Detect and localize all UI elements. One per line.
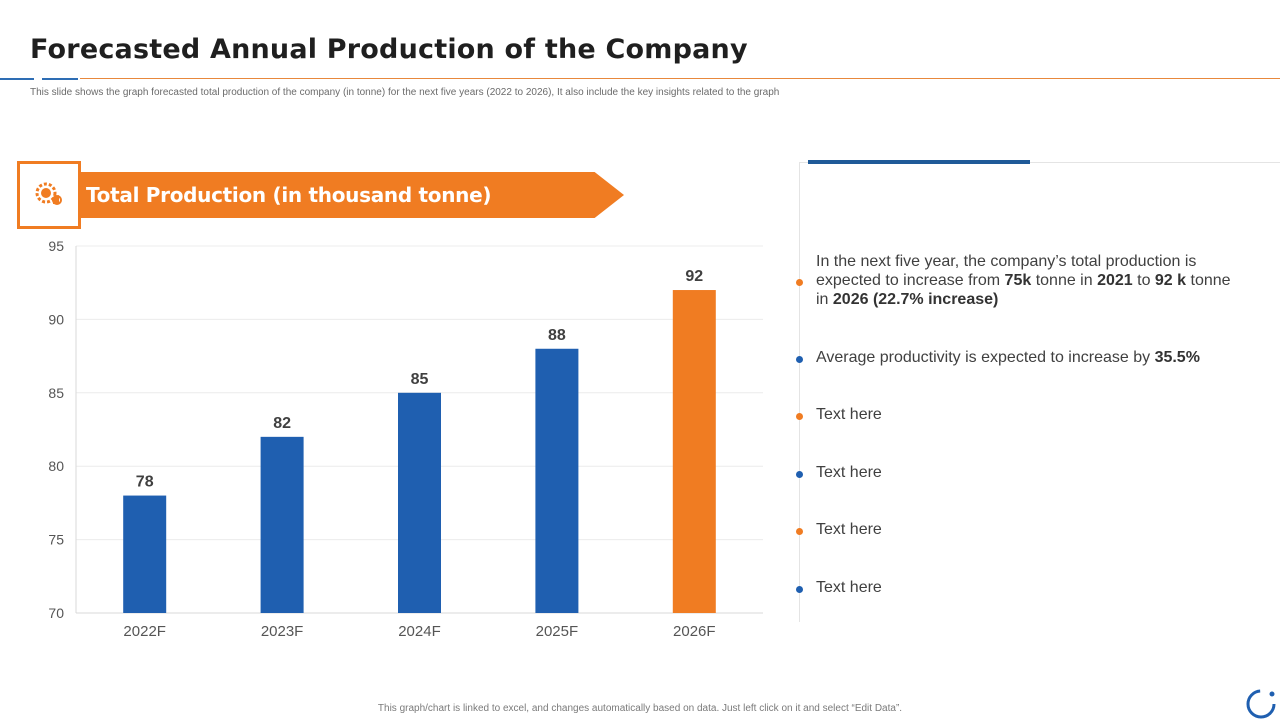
data-label: 92 [685,268,703,285]
insight-highlight: 75k [1004,272,1032,289]
footer-note: This graph/chart is linked to excel, and… [377,703,903,714]
insight-highlight: 2021 [1097,272,1133,289]
insight-text: tonne in [1031,272,1098,289]
chart-banner [80,172,624,218]
bullet-dot-icon [796,413,803,420]
insight-highlight: 92 k [1154,272,1187,289]
insight-text: Text here [816,579,882,596]
y-tick-label: 75 [48,532,64,548]
y-tick-label: 95 [48,238,64,254]
bar-2026F [672,290,716,613]
page-title: Forecasted Annual Production of the Comp… [30,34,748,65]
data-label: 85 [411,371,429,388]
insight-text: tonne in [816,272,1231,308]
x-tick-label: 2026F [673,623,716,640]
bar-2024F [398,392,441,613]
title-accent-bar [0,78,34,80]
bullet-dot-icon [796,356,803,363]
bullet-dot-icon [796,471,803,478]
insight-text: Text here [816,464,882,481]
insight-text: In the next five year, the company’s tot… [816,253,1197,289]
x-tick-label: 2023F [261,623,304,640]
data-label: 78 [136,474,154,491]
insight-highlight: 2026 (22.7% increase) [832,291,999,308]
bar-chart: 70 75 80 85 90 95 78 2022F 82 2023F 85 2024F 88 2025F… [48,238,763,640]
insight-text: Text here [816,521,882,538]
insight-item: Text here [816,578,1236,597]
insight-highlight: 35.5% [1154,349,1200,366]
y-tick-label: 80 [48,458,64,474]
x-tick-label: 2025F [536,623,579,640]
bar-2025F [535,348,579,613]
x-tick-label: 2024F [398,623,441,640]
insights-panel-border [799,162,800,622]
chart-banner-title: Total Production (in thousand tonne) [86,183,492,207]
insight-text: to [1132,272,1155,289]
brand-logo-icon [1246,689,1276,719]
insights-panel-border [799,162,1280,163]
page-subtitle: This slide shows the graph forecasted to… [30,87,780,98]
bullet-dot-icon [796,279,803,286]
bullet-dot-icon [796,586,803,593]
y-tick-label: 90 [48,311,64,327]
data-label: 88 [548,327,566,344]
insight-text: Average productivity is expected to incr… [816,349,1155,366]
bullet-dot-icon [796,528,803,535]
bar-2022F [123,495,167,613]
insight-item: Average productivity is expected to incr… [816,348,1236,367]
title-accent-bar [42,78,78,80]
insight-item: Text here [816,463,1236,482]
y-tick-label: 85 [48,385,64,401]
insight-text: Text here [816,406,882,423]
x-tick-label: 2022F [123,623,166,640]
insight-item: Text here [816,405,1236,424]
insight-item: Text here [816,520,1236,539]
gear-production-icon [35,182,62,205]
title-divider [80,78,1280,79]
y-tick-label: 70 [48,605,64,621]
insights-panel-accent [808,160,1030,164]
data-label: 82 [273,415,291,432]
bar-2023F [260,436,304,613]
insight-item: In the next five year, the company’s tot… [816,252,1236,309]
